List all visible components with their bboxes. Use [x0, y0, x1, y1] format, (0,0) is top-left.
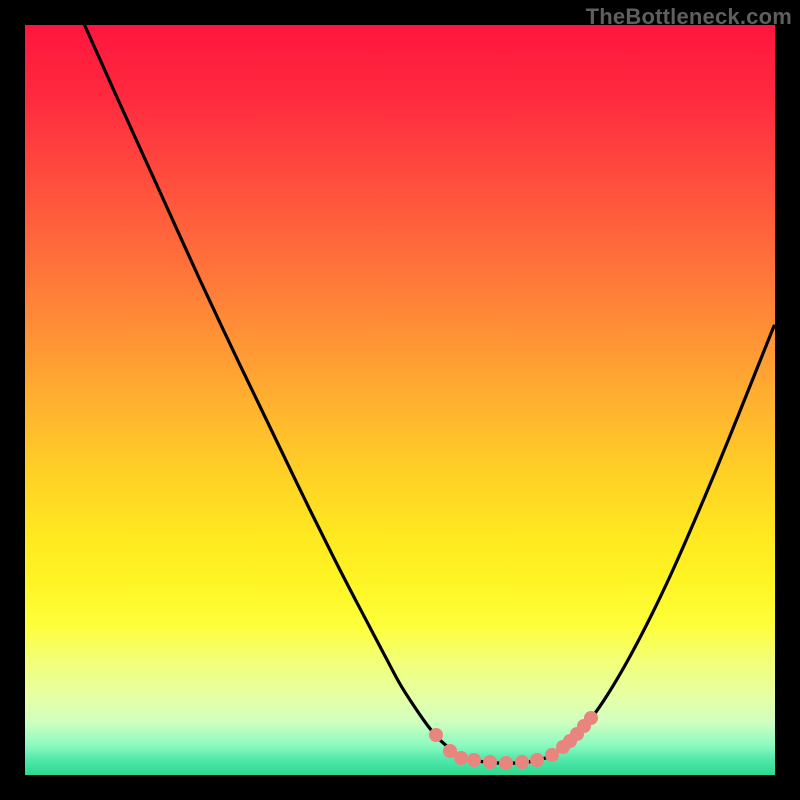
data-marker — [584, 711, 598, 725]
data-marker — [499, 756, 513, 770]
chart-svg — [0, 0, 800, 800]
data-marker — [429, 728, 443, 742]
data-marker — [467, 753, 481, 767]
data-marker — [454, 751, 468, 765]
plot-background — [25, 25, 775, 775]
watermark-text: TheBottleneck.com — [586, 4, 792, 30]
data-marker — [530, 753, 544, 767]
data-marker — [515, 755, 529, 769]
data-marker — [483, 755, 497, 769]
chart-stage: TheBottleneck.com — [0, 0, 800, 800]
